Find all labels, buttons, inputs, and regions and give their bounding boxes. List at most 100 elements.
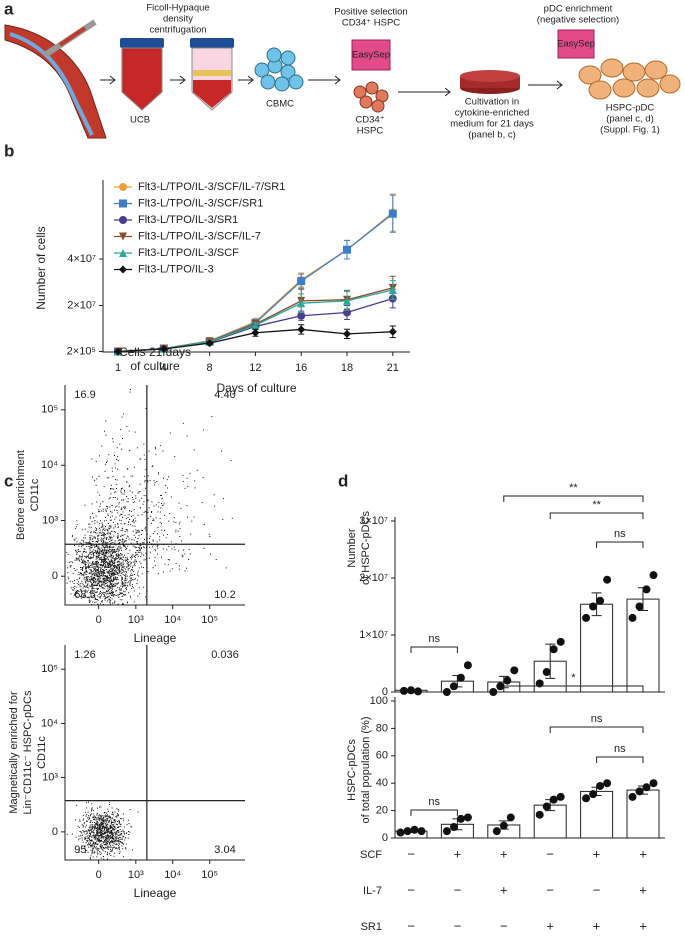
event-dot	[111, 598, 113, 600]
event-dot	[95, 552, 97, 554]
event-dot	[122, 817, 124, 819]
event-dot	[104, 844, 106, 846]
event-dot	[113, 840, 115, 842]
event-dot	[103, 594, 105, 596]
event-dot	[93, 544, 95, 546]
event-dot	[91, 844, 93, 846]
event-dot	[103, 529, 105, 531]
event-dot	[98, 831, 100, 833]
event-dot	[114, 579, 116, 581]
event-dot	[129, 595, 131, 597]
event-dot	[117, 837, 119, 839]
event-dot	[113, 567, 115, 569]
event-dot	[71, 536, 73, 538]
event-dot	[168, 476, 170, 478]
event-dot	[97, 562, 99, 564]
event-dot	[114, 833, 116, 835]
event-dot	[131, 579, 133, 581]
event-dot	[115, 836, 117, 838]
event-dot	[118, 836, 120, 838]
event-dot	[97, 537, 99, 539]
event-dot	[87, 583, 89, 585]
event-dot	[104, 556, 105, 558]
event-dot	[106, 597, 107, 599]
event-dot	[104, 565, 106, 567]
event-dot	[141, 553, 143, 555]
event-dot	[113, 570, 115, 572]
event-dot	[111, 831, 113, 833]
event-dot	[87, 566, 89, 568]
event-dot	[113, 828, 114, 830]
significance-label: **	[569, 482, 578, 494]
event-dot	[91, 585, 93, 587]
event-dot	[101, 574, 103, 576]
legend-label: Flt3-L/TPO/IL-3/SCF/IL-7	[138, 230, 261, 242]
event-dot	[84, 565, 86, 567]
event-dot	[91, 570, 92, 572]
event-dot	[100, 585, 102, 587]
event-dot	[75, 549, 76, 551]
event-dot	[101, 825, 103, 827]
event-dot	[101, 823, 103, 825]
event-dot	[87, 576, 89, 578]
event-dot	[90, 839, 91, 841]
event-dot	[103, 540, 105, 542]
event-dot	[88, 542, 90, 543]
event-dot	[112, 476, 114, 478]
event-dot	[92, 576, 94, 578]
event-dot	[136, 561, 137, 563]
event-dot	[164, 515, 166, 516]
event-dot	[109, 836, 111, 838]
event-dot	[105, 825, 107, 827]
event-dot	[89, 538, 91, 540]
event-dot	[97, 828, 99, 830]
event-dot	[98, 572, 100, 574]
event-dot	[139, 548, 141, 550]
event-dot	[121, 835, 123, 837]
event-dot	[107, 549, 109, 551]
event-dot	[94, 842, 96, 844]
event-dot	[159, 536, 161, 538]
event-dot	[75, 537, 77, 539]
event-dot	[97, 822, 99, 824]
event-dot	[110, 580, 111, 582]
y-tick-label: 80	[376, 722, 388, 734]
event-dot	[128, 430, 130, 432]
event-dot	[96, 839, 98, 841]
event-dot	[111, 542, 113, 544]
event-dot	[114, 526, 116, 528]
tube-layer	[193, 80, 231, 108]
event-dot	[163, 504, 165, 506]
event-dot	[97, 547, 99, 549]
event-dot	[82, 841, 84, 843]
event-dot	[89, 523, 91, 525]
event-dot	[120, 575, 122, 577]
data-point	[649, 779, 658, 788]
event-dot	[133, 522, 135, 524]
event-dot	[95, 484, 97, 486]
hspc-cells	[353, 81, 389, 113]
event-dot	[133, 539, 135, 541]
event-dot	[104, 848, 106, 850]
event-dot	[117, 572, 119, 574]
event-dot	[105, 558, 107, 560]
event-dot	[102, 817, 104, 819]
event-dot	[116, 840, 118, 842]
event-dot	[99, 455, 100, 457]
step-label: density	[163, 14, 193, 25]
event-dot	[117, 814, 119, 816]
event-dot	[102, 554, 104, 556]
event-dot	[90, 580, 92, 582]
event-dot	[109, 825, 111, 827]
event-dot	[89, 818, 90, 820]
event-dot	[93, 549, 95, 551]
event-dot	[112, 832, 113, 834]
event-dot	[88, 587, 90, 589]
event-dot	[117, 537, 119, 538]
event-dot	[77, 825, 79, 827]
event-dot	[100, 831, 102, 833]
event-dot	[73, 588, 75, 590]
event-dot	[129, 490, 131, 492]
event-dot	[93, 531, 94, 533]
event-dot	[114, 840, 116, 842]
